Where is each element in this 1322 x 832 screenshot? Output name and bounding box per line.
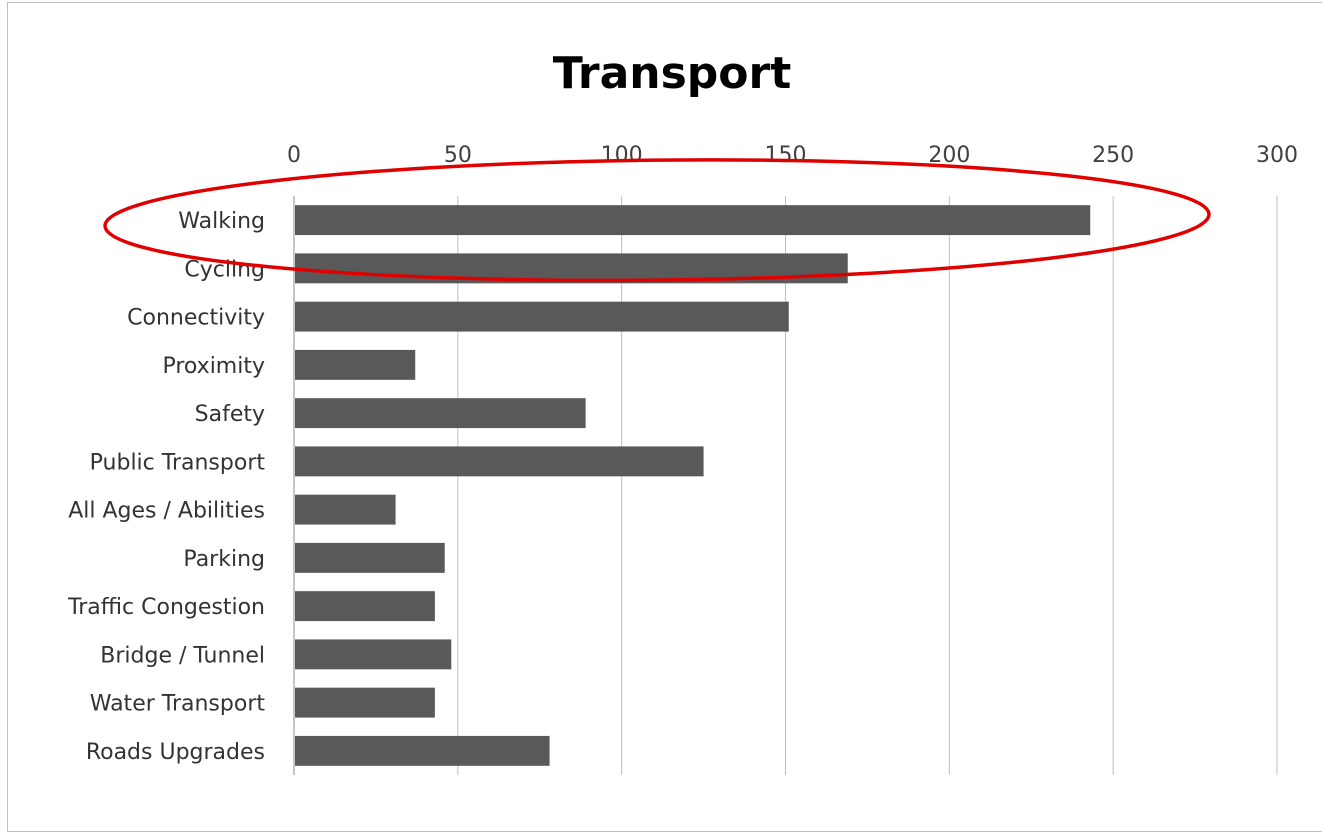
- category-label: Proximity: [162, 354, 265, 379]
- bar: [295, 687, 435, 718]
- x-tick-label: 150: [765, 143, 807, 168]
- bars: [295, 205, 1091, 766]
- bar-chart: Transport 0 50 100 150 200 250 300 WalkingCycl…: [67, 48, 1298, 775]
- x-tick-labels: 0 50 100 150 200 250 300: [287, 143, 1298, 168]
- category-labels: WalkingCyclingConnectivityProximitySafet…: [67, 209, 265, 765]
- category-label: Roads Upgrades: [86, 740, 265, 765]
- bar: [295, 735, 550, 766]
- x-tick-label: 250: [1092, 143, 1134, 168]
- highlight-ellipse: [103, 158, 1211, 283]
- x-tick-label: 300: [1256, 143, 1298, 168]
- category-label: Traffic Congestion: [67, 595, 265, 620]
- category-label: Bridge / Tunnel: [100, 643, 265, 668]
- bar: [295, 591, 435, 622]
- category-label: Water Transport: [90, 692, 266, 717]
- gridlines: [293, 196, 1278, 775]
- bar: [295, 301, 789, 332]
- bar: [295, 398, 586, 429]
- bar: [295, 349, 416, 380]
- chart-title: Transport: [553, 48, 792, 99]
- category-label: Connectivity: [127, 306, 265, 331]
- x-tick-label: 100: [601, 143, 643, 168]
- x-tick-label: 0: [287, 143, 301, 168]
- category-label: Walking: [178, 209, 265, 234]
- bar: [295, 639, 452, 670]
- category-label: Parking: [183, 547, 265, 572]
- bar: [295, 494, 396, 525]
- category-label: Public Transport: [90, 450, 266, 475]
- bar: [295, 205, 1091, 236]
- bar: [295, 542, 445, 573]
- category-label: All Ages / Abilities: [68, 499, 265, 524]
- category-label: Safety: [195, 402, 265, 427]
- bar: [295, 446, 704, 477]
